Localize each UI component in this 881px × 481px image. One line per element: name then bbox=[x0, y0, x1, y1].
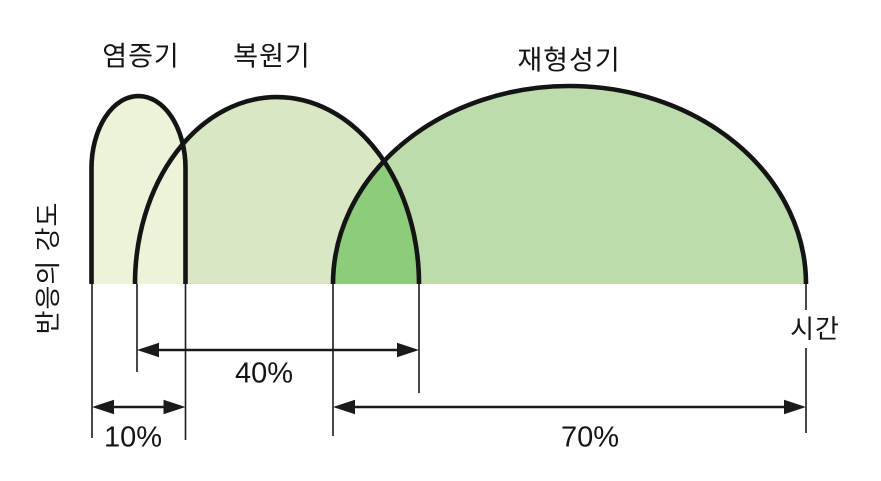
remodeling-arch-fill bbox=[333, 86, 806, 285]
arrowhead-right-icon bbox=[397, 342, 419, 358]
extension-lines bbox=[91, 284, 807, 440]
phase-label-remodeling: 재형성기 bbox=[517, 45, 621, 76]
arrowhead-right-icon bbox=[163, 399, 186, 415]
arch-outlines bbox=[89, 83, 809, 285]
y-axis-label: 반응의 강도 bbox=[33, 201, 63, 335]
inflammation-arch-outline bbox=[89, 93, 188, 284]
arrowhead-left-icon bbox=[92, 399, 114, 415]
dimension-lines bbox=[91, 284, 807, 440]
arrowhead-left-icon bbox=[137, 342, 159, 358]
duration-label-70pct: 70% bbox=[560, 421, 620, 454]
proliferation-arch-outline bbox=[132, 94, 422, 285]
remodeling-arch-outline bbox=[330, 83, 809, 285]
duration-label-10pct: 10% bbox=[103, 421, 163, 454]
arrowhead-left-icon bbox=[333, 399, 355, 415]
phase-label-proliferation: 복원기 bbox=[233, 41, 311, 72]
arrowhead-right-icon bbox=[784, 399, 806, 415]
arrow-shafts bbox=[111, 348, 787, 409]
phase-label-inflammation: 염증기 bbox=[102, 41, 180, 72]
x-axis-label: 시간 bbox=[788, 310, 842, 348]
duration-label-40pct: 40% bbox=[234, 357, 294, 390]
inflammation-arch-fill bbox=[91, 96, 186, 285]
arrowheads bbox=[92, 342, 806, 415]
